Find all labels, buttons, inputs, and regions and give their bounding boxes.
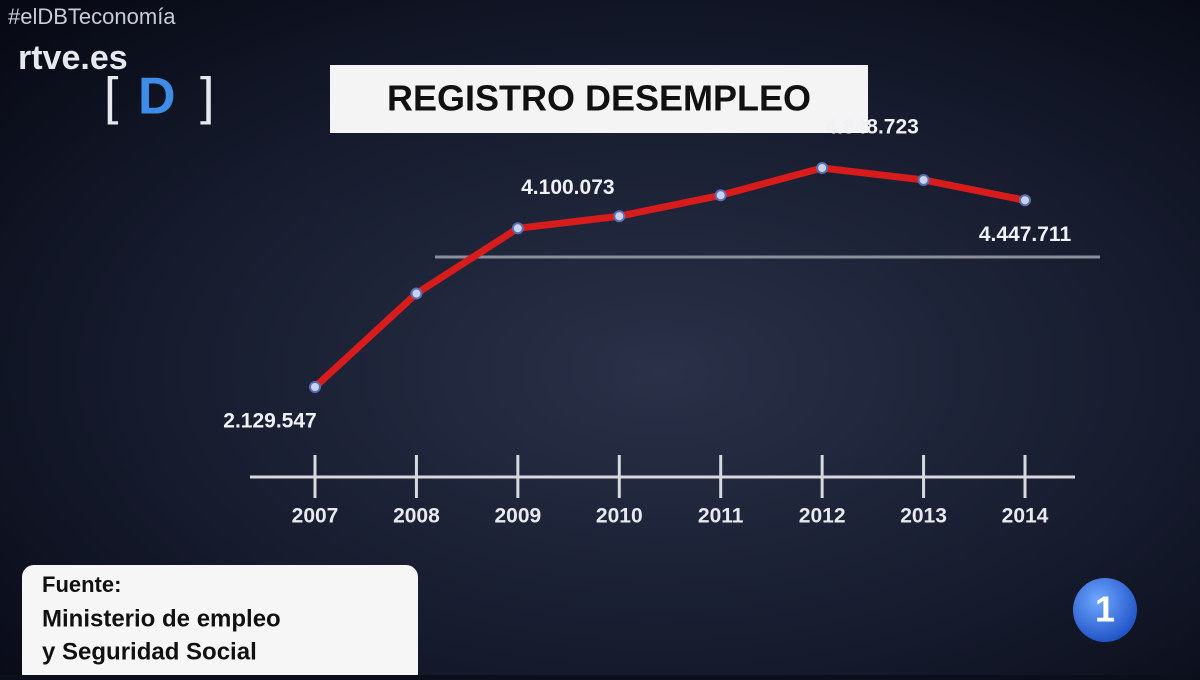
x-tick-label: 2007	[292, 505, 339, 528]
value-label: 4.100.073	[521, 176, 614, 199]
data-point	[714, 189, 727, 202]
data-point	[511, 222, 524, 235]
data-point	[309, 381, 321, 393]
data-point	[1019, 194, 1031, 207]
value-label: 2.129.547	[223, 410, 316, 433]
value-label: 4.848.723	[825, 116, 918, 139]
hashtag: #elDBTeconomía	[8, 4, 176, 29]
data-line	[312, 164, 1026, 390]
x-tick-label: 2013	[900, 505, 947, 528]
channel-logo	[1073, 578, 1137, 642]
source-box	[22, 565, 418, 680]
source-text: y Seguridad Social	[42, 638, 257, 665]
data-point	[917, 173, 930, 186]
x-tick-label: 2009	[494, 505, 541, 528]
bracket: ]	[200, 68, 214, 126]
x-tick-label: 2012	[799, 505, 846, 528]
data-point	[816, 162, 829, 174]
program-logo: D	[138, 68, 176, 126]
title-box	[330, 65, 868, 133]
source-text: Ministerio de empleo	[42, 605, 281, 632]
x-tick-label: 2011	[698, 505, 744, 528]
x-tick-label: 2008	[393, 505, 440, 528]
site-logo: rtve.es	[18, 39, 128, 77]
x-tick-label: 2010	[596, 505, 643, 528]
chart-title: REGISTRO DESEMPLEO	[387, 78, 811, 119]
x-tick-label: 2014	[1002, 505, 1049, 528]
data-point	[613, 210, 626, 223]
channel-number: 1	[1095, 589, 1115, 630]
value-label: 4.447.711	[979, 223, 1072, 246]
source-label: Fuente:	[42, 572, 121, 597]
data-point	[410, 287, 423, 300]
bracket: [	[104, 68, 119, 126]
